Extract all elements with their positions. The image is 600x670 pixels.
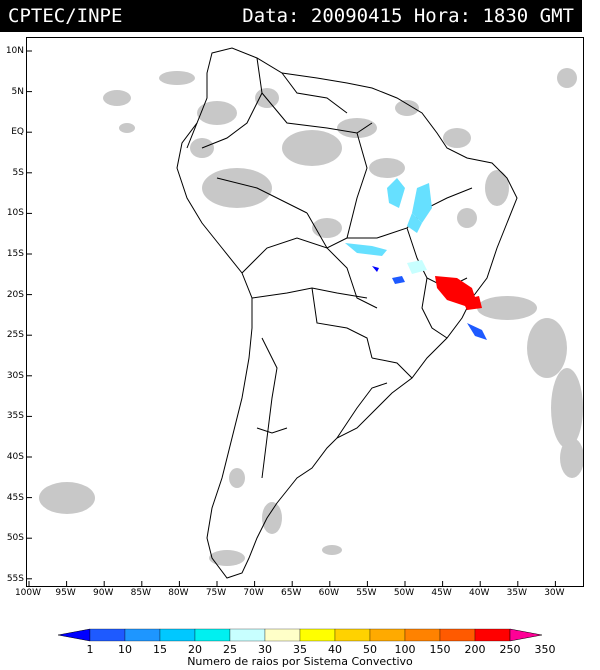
- latitude-label: 10N: [5, 46, 24, 56]
- latitude-label: EQ: [11, 127, 24, 138]
- legend-swatch: [159, 628, 196, 642]
- latitude-label: 10S: [6, 208, 24, 219]
- longitude-label: 55W: [356, 588, 377, 598]
- legend-value: 1: [86, 643, 94, 656]
- legend-value: 50: [363, 643, 377, 656]
- legend-value: 200: [464, 643, 486, 656]
- longitude-label: 65W: [281, 588, 302, 598]
- grid-ticks: [27, 50, 556, 586]
- legend-swatch: [334, 628, 371, 642]
- longitude-label: 70W: [243, 588, 264, 598]
- latitude-label: 5N: [11, 86, 24, 97]
- legend-value: 30: [258, 643, 272, 656]
- legend-swatch: [58, 628, 91, 642]
- longitude-label: 60W: [318, 588, 339, 598]
- longitude-label: 75W: [205, 588, 227, 598]
- legend-value: 25: [223, 643, 237, 656]
- south-america-map: [27, 47, 583, 586]
- latitude-label: 50S: [6, 533, 24, 544]
- latitude-label: 35S: [6, 411, 24, 422]
- legend-value: 35: [293, 643, 307, 656]
- legend-labels: 1 10 15 20 25 30 35 40 50 100 150 200 250 350: [0, 643, 600, 656]
- longitude-label: 90W: [93, 588, 114, 598]
- legend-swatch: [229, 628, 266, 642]
- longitude-label: 80W: [168, 588, 189, 598]
- legend-value: 350: [534, 643, 556, 656]
- legend-swatch: [474, 628, 511, 642]
- legend-value: 250: [499, 643, 521, 656]
- longitude-label: 95W: [55, 588, 76, 598]
- cloud-cover: [39, 68, 583, 566]
- legend-swatch: [439, 628, 476, 642]
- legend-swatch: [369, 628, 406, 642]
- continent-outline: [176, 47, 518, 579]
- latitude-label: 15S: [6, 249, 24, 259]
- legend-swatch: [509, 628, 542, 642]
- lightning-systems: [345, 178, 487, 340]
- color-legend-bar: [58, 628, 542, 642]
- longitude-label: 30W: [544, 588, 565, 598]
- legend-swatch: [124, 628, 161, 642]
- source-label: CPTEC/INPE: [8, 5, 123, 27]
- legend-value: 150: [429, 643, 451, 656]
- longitude-label: 40W: [469, 588, 490, 598]
- legend-title: Numero de raios por Sistema Convectivo: [187, 655, 413, 668]
- latitude-label: 20S: [6, 289, 24, 300]
- legend-value: 15: [153, 643, 167, 656]
- date-time-label: Data: 20090415 Hora: 1830 GMT: [242, 5, 574, 27]
- legend-value: 40: [328, 643, 342, 656]
- latitude-label: 40S: [6, 452, 24, 462]
- longitude-label: 100W: [14, 588, 42, 598]
- longitude-label: 35W: [506, 588, 527, 598]
- legend-value: 10: [118, 643, 132, 656]
- longitude-label: 50W: [393, 588, 415, 598]
- legend-swatch: [404, 628, 441, 642]
- longitude-label: 45W: [431, 588, 452, 598]
- legend-swatch: [299, 628, 336, 642]
- legend-swatch: [264, 628, 301, 642]
- latitude-label: 45S: [6, 492, 24, 503]
- legend-value: 20: [188, 643, 202, 656]
- latitude-label: 30S: [6, 370, 24, 381]
- latitude-label: 5S: [12, 167, 24, 178]
- legend-swatch: [194, 628, 231, 642]
- map-header: CPTEC/INPE Data: 20090415 Hora: 1830 GMT: [0, 0, 582, 32]
- longitude-label: 85W: [130, 588, 151, 598]
- map-frame: [26, 37, 584, 587]
- legend-value: 100: [394, 643, 416, 656]
- legend-swatch: [89, 628, 126, 642]
- latitude-label: 25S: [6, 330, 24, 341]
- latitude-label: 55S: [6, 573, 24, 584]
